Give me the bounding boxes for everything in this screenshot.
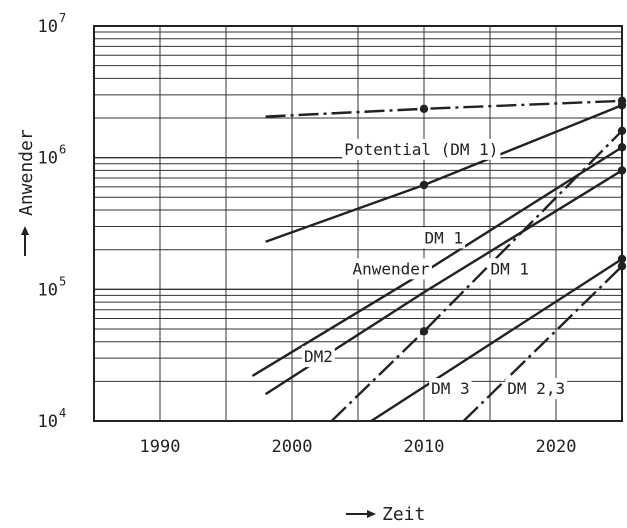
annotation-background <box>422 227 466 249</box>
annotation-label: Potential (DM 1) <box>344 140 498 159</box>
y-tick-label: 10 <box>38 280 58 300</box>
annotation-label: DM 1 <box>425 228 464 247</box>
y-axis-label: Anwender <box>16 129 37 216</box>
y-tick-exponent: 7 <box>59 11 66 25</box>
annotation-label: DM 2,3 <box>507 379 565 398</box>
series-line-2 <box>265 104 623 243</box>
annotation-label: DM2 <box>304 347 333 366</box>
markers-group <box>419 96 627 336</box>
x-tick-label: 1990 <box>140 437 181 457</box>
annotation-background <box>342 138 501 160</box>
y-tick-label: 10 <box>38 412 58 432</box>
data-point <box>419 104 429 114</box>
y-tick-exponent: 6 <box>59 143 66 157</box>
annotation-background <box>350 258 432 280</box>
x-axis-label: Zeit <box>382 504 425 525</box>
y-axis-title: Anwender <box>16 129 37 256</box>
annotation-label: DM 1 <box>491 259 530 278</box>
data-point <box>419 327 429 336</box>
grid <box>94 26 622 422</box>
x-axis-title: Zeit <box>346 504 425 525</box>
y-tick-label: 10 <box>38 149 58 169</box>
series-line-7 <box>462 265 623 422</box>
series-line-6 <box>370 257 623 423</box>
y-axis-arrowhead <box>21 226 29 235</box>
annotation-label: DM 3 <box>431 379 470 398</box>
annotation-background <box>301 346 335 368</box>
annotations-group: Potential (DM 1) DM 1 Anwender DM 1 DM2 DM 3 D… <box>301 138 568 400</box>
y-tick-label: 10 <box>38 17 58 37</box>
series-line-1 <box>265 99 623 118</box>
plot-frame <box>93 25 623 422</box>
annotation-background <box>488 258 532 280</box>
y-tick-exponent: 5 <box>59 274 66 288</box>
data-point <box>419 180 429 190</box>
x-tick-label: 2010 <box>404 437 445 457</box>
series-line-5 <box>330 129 623 422</box>
x-axis-arrowhead <box>367 510 376 518</box>
x-tick-label: 2000 <box>272 437 313 457</box>
y-tick-exponent: 4 <box>59 406 66 420</box>
x-tick-label: 2020 <box>536 437 577 457</box>
annotation-background <box>505 378 568 400</box>
annotation-background <box>429 378 472 400</box>
annotation-label: Anwender <box>352 259 429 278</box>
